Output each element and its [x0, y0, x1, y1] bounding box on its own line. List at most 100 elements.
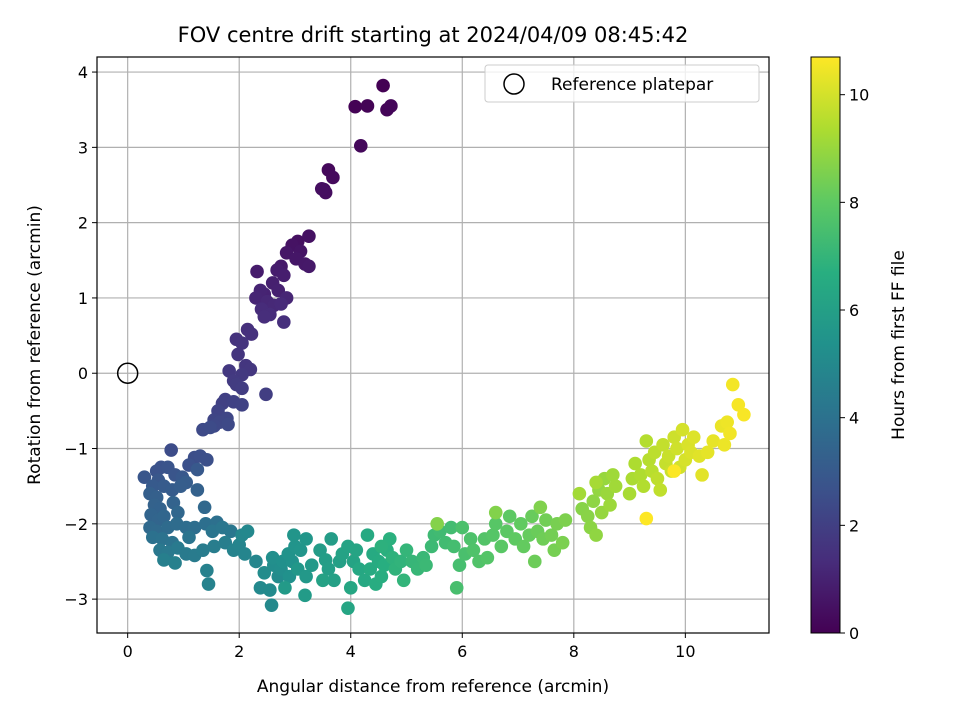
data-point: [667, 464, 681, 478]
plot-frame: [96, 56, 770, 634]
data-point: [525, 509, 539, 524]
data-point: [686, 430, 701, 445]
data-point: [353, 139, 368, 153]
data-point: [190, 483, 205, 497]
data-point: [164, 443, 178, 457]
data-point: [321, 562, 336, 576]
reference-point-marker: [116, 362, 139, 384]
data-point: [544, 528, 559, 542]
data-point: [287, 528, 301, 542]
data-point: [182, 530, 196, 545]
data-point: [249, 554, 263, 569]
data-point: [316, 573, 330, 588]
data-point: [608, 479, 623, 493]
data-point: [675, 422, 690, 437]
data-point: [263, 583, 277, 597]
data-point: [533, 500, 548, 515]
data-point: [360, 99, 375, 113]
data-point: [628, 456, 642, 471]
data-point: [374, 569, 389, 584]
data-point: [558, 513, 573, 527]
data-point: [700, 445, 715, 460]
data-point: [717, 437, 732, 452]
data-points: [137, 78, 751, 615]
data-point: [237, 547, 252, 561]
data-point: [231, 347, 245, 362]
data-point: [264, 598, 279, 612]
data-point: [633, 468, 648, 482]
colorbar-tick-label: 8: [849, 193, 859, 212]
data-point: [299, 569, 313, 584]
data-point: [502, 509, 517, 524]
data-point: [737, 407, 751, 422]
data-point: [341, 601, 355, 615]
colorbar-ticks: 0 2 4 6 8 10: [840, 86, 869, 643]
data-point: [636, 479, 651, 493]
data-point: [221, 417, 235, 432]
y-tick-label: 3: [78, 138, 88, 157]
data-point: [200, 563, 214, 578]
data-point: [695, 468, 709, 482]
data-point: [190, 462, 205, 477]
data-point: [723, 426, 737, 441]
data-point: [326, 170, 340, 185]
data-point: [639, 434, 654, 448]
data-point: [235, 336, 249, 350]
colorbar-label: Hours from first FF file: [889, 250, 909, 440]
data-point: [360, 528, 375, 542]
data-point: [343, 581, 358, 595]
legend-box: [484, 64, 760, 103]
data-point: [488, 505, 503, 520]
data-point: [444, 520, 458, 535]
y-tick-label: −3: [64, 590, 88, 609]
data-point: [396, 573, 411, 588]
data-point: [430, 517, 444, 531]
data-point: [466, 543, 481, 557]
x-tick-label: 2: [234, 642, 244, 661]
y-tick-label: −2: [64, 515, 88, 534]
data-point: [293, 543, 308, 557]
data-point: [298, 588, 312, 603]
data-point: [257, 565, 272, 580]
chart-title: FOV centre drift starting at 2024/04/09 …: [178, 23, 689, 47]
legend-marker: [503, 73, 525, 95]
data-point: [348, 99, 363, 114]
data-point: [580, 509, 595, 524]
y-tick-label: −1: [64, 440, 88, 459]
data-point: [207, 539, 221, 554]
data-point: [706, 434, 721, 448]
data-point: [352, 562, 366, 576]
data-point: [278, 581, 292, 595]
y-axis-ticks: −3 −2 −1 0 1 2 3 4: [64, 63, 97, 609]
data-point: [384, 99, 398, 113]
data-point: [249, 291, 263, 305]
x-axis-label: Angular distance from reference (arcmin): [257, 677, 609, 697]
data-point: [201, 577, 216, 591]
data-point: [555, 535, 570, 550]
data-point: [539, 513, 553, 527]
data-point: [488, 517, 503, 531]
data-point: [653, 483, 668, 497]
data-point: [452, 558, 467, 573]
data-point: [157, 509, 171, 524]
data-point: [424, 539, 439, 554]
x-tick-label: 0: [123, 642, 133, 661]
data-point: [725, 377, 740, 392]
data-point: [203, 420, 218, 435]
data-point: [494, 539, 509, 554]
data-point: [197, 500, 212, 515]
data-point: [572, 486, 587, 501]
data-point: [622, 486, 637, 501]
data-point: [349, 543, 364, 557]
data-point: [586, 494, 601, 509]
data-point: [244, 327, 259, 341]
data-point: [277, 268, 291, 283]
data-point: [376, 78, 390, 93]
x-axis-ticks: 0 2 4 6 8 10: [123, 633, 696, 661]
legend-entry-reference-platepar: Reference platepar: [551, 75, 713, 95]
data-point: [168, 556, 182, 570]
data-point: [720, 415, 734, 429]
data-point: [137, 470, 152, 484]
colorbar-tick-label: 4: [849, 409, 859, 428]
